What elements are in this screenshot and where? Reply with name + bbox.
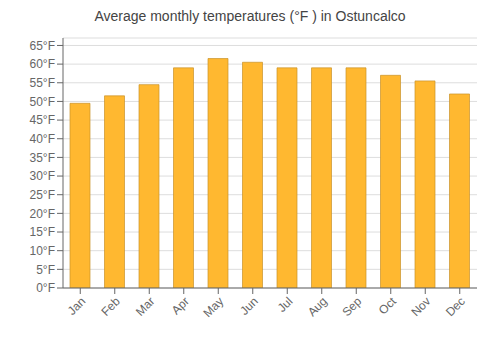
svg-text:Jan: Jan <box>65 294 89 318</box>
svg-text:Jul: Jul <box>275 294 296 315</box>
svg-text:55°F: 55°F <box>30 76 55 90</box>
svg-text:15°F: 15°F <box>30 225 55 239</box>
svg-text:Aug: Aug <box>305 294 330 319</box>
svg-text:20°F: 20°F <box>30 207 55 221</box>
svg-text:25°F: 25°F <box>30 188 55 202</box>
svg-text:Sep: Sep <box>339 294 364 319</box>
svg-text:Nov: Nov <box>408 294 433 319</box>
svg-text:Jun: Jun <box>237 294 261 318</box>
svg-text:50°F: 50°F <box>30 95 55 109</box>
svg-text:30°F: 30°F <box>30 169 55 183</box>
svg-text:Oct: Oct <box>376 294 400 318</box>
svg-text:40°F: 40°F <box>30 132 55 146</box>
svg-text:35°F: 35°F <box>30 151 55 165</box>
svg-text:May: May <box>200 294 226 320</box>
svg-text:10°F: 10°F <box>30 244 55 258</box>
svg-text:65°F: 65°F <box>30 39 55 53</box>
html-text:Average monthly temperatures (: Average monthly temperatures (°F ) in Os… <box>94 8 406 24</box>
svg-text:Feb: Feb <box>98 294 123 319</box>
svg-text:Dec: Dec <box>443 294 468 319</box>
svg-text:Apr: Apr <box>169 294 192 317</box>
svg-text:60°F: 60°F <box>30 57 55 71</box>
svg-text:5°F: 5°F <box>36 263 55 277</box>
svg-text:45°F: 45°F <box>30 113 55 127</box>
svg-text:0°F: 0°F <box>36 281 55 295</box>
svg-text:Mar: Mar <box>133 294 158 319</box>
